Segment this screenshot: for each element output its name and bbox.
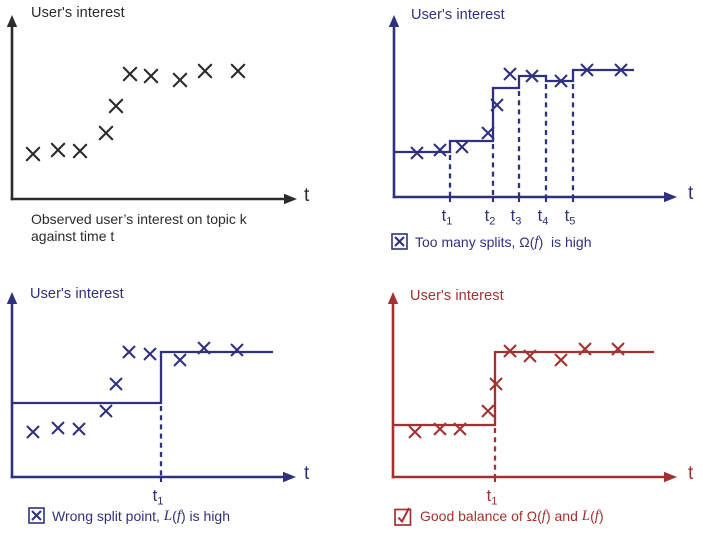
- scatter-mark: [99, 404, 113, 418]
- xlabel-good-balance: t: [688, 463, 694, 484]
- caption-wrong-split: Wrong split point, L(f) is high: [28, 507, 230, 524]
- scatter-mark: [143, 347, 157, 361]
- xlabel-too-many-splits: t: [688, 183, 694, 204]
- scatter-mark: [72, 143, 88, 159]
- check-box-icon: [394, 506, 413, 526]
- scatter-mark: [481, 126, 495, 140]
- scatter-mark: [108, 98, 124, 114]
- scatter-mark: [525, 69, 539, 83]
- scatter-mark: [25, 146, 41, 162]
- scatter-mark: [503, 67, 517, 81]
- scatter-mark: [523, 349, 537, 363]
- tick-label: t3: [511, 207, 522, 228]
- ylabel-observed: User's interest: [31, 5, 125, 21]
- tick-label: t5: [565, 207, 576, 228]
- scatter-mark: [455, 140, 469, 154]
- scatter-mark: [173, 353, 187, 367]
- x-axis-arrow: [664, 471, 677, 483]
- scatter-mark: [50, 142, 66, 158]
- scatter-mark: [197, 341, 211, 355]
- panel-good-balance: t1: [387, 292, 677, 508]
- scatter-mark: [611, 342, 625, 356]
- caption-observed-line1: Observed user’s interest on topic k: [31, 211, 247, 227]
- x-axis-arrow: [284, 193, 297, 205]
- caption-observed: Observed user’s interest on topic k agai…: [31, 211, 247, 244]
- scatter-mark: [72, 422, 86, 436]
- scatter-mark: [578, 342, 592, 356]
- scatter-mark: [554, 74, 568, 88]
- scatter-mark: [614, 63, 628, 77]
- ylabel-wrong-split: User's interest: [30, 286, 124, 302]
- scatter-mark: [172, 72, 188, 88]
- tick-label: t1: [442, 207, 453, 228]
- caption-text: Wrong split point,: [52, 507, 164, 524]
- scatter-mark: [489, 377, 503, 391]
- tick-label: t1: [487, 487, 498, 508]
- step-line: [394, 68, 634, 154]
- panel-too-many-splits: t1 t2 t3 t4 t5: [388, 15, 677, 228]
- step-line: [393, 350, 654, 427]
- scatter-mark: [122, 345, 136, 359]
- scatter-mark: [122, 66, 138, 82]
- scatter-mark: [230, 343, 244, 357]
- y-axis-arrow: [388, 15, 400, 27]
- caption-text: Too many splits,: [415, 233, 520, 250]
- scatter-mark: [580, 63, 594, 77]
- tick-label: t1: [153, 487, 164, 508]
- scatter-mark: [230, 63, 246, 79]
- caption-text: Good balance of: [420, 508, 527, 524]
- scatter-mark: [197, 63, 213, 79]
- scatter-mark: [433, 422, 447, 436]
- tick-label: t4: [538, 207, 549, 228]
- scatter-mark: [554, 353, 568, 367]
- caption-good-balance: Good balance of Ω(f) and L(f): [394, 506, 604, 526]
- scatter-mark: [109, 377, 123, 391]
- scatter-mark: [98, 125, 114, 141]
- ylabel-too-many-splits: User's interest: [411, 7, 505, 23]
- scatter-mark: [453, 422, 467, 436]
- caption-observed-line2: against time t: [31, 227, 115, 244]
- xlabel-wrong-split: t: [304, 463, 310, 484]
- scatter-mark: [143, 68, 159, 84]
- scatter-mark: [26, 425, 40, 439]
- scatter-mark: [433, 143, 447, 157]
- y-axis-arrow: [6, 292, 18, 304]
- x-box-icon: [391, 233, 408, 250]
- step-line: [12, 350, 273, 405]
- y-axis-arrow: [387, 292, 399, 304]
- tick-label: t2: [485, 207, 496, 228]
- x-box-icon: [28, 507, 45, 524]
- scatter-mark: [481, 404, 495, 418]
- panel-wrong-split-point: t1: [6, 292, 296, 508]
- scatter-mark: [408, 425, 422, 439]
- xlabel-observed: t: [304, 185, 310, 206]
- x-axis-arrow: [283, 471, 296, 483]
- y-axis-arrow: [6, 15, 18, 27]
- x-axis-arrow: [664, 191, 677, 203]
- panel-observed: [6, 15, 297, 205]
- scatter-mark: [410, 146, 424, 160]
- scatter-mark: [51, 421, 65, 435]
- caption-too-many-splits: Too many splits, Ω(f) is high: [391, 233, 592, 250]
- ylabel-good-balance: User's interest: [410, 288, 504, 304]
- scatter-mark: [490, 98, 504, 112]
- scatter-mark: [503, 344, 517, 358]
